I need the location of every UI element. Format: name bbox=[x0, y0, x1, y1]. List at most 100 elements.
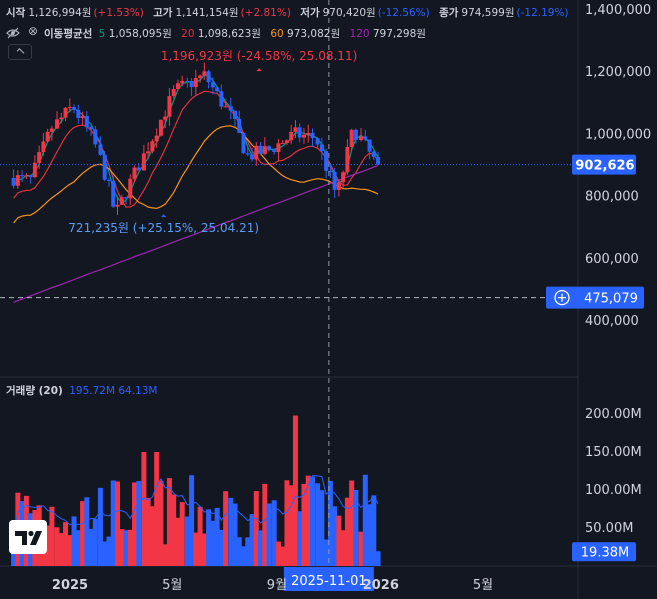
time-tick-label: 5월 bbox=[473, 578, 493, 593]
volume-bar bbox=[49, 506, 55, 566]
candle-body bbox=[67, 107, 72, 109]
volume-tick-label: 50.00M bbox=[585, 521, 633, 536]
candle-body bbox=[319, 144, 324, 152]
volume-bar bbox=[258, 530, 264, 566]
candlesticks bbox=[11, 62, 381, 215]
ma-label: 이동평균선 bbox=[44, 28, 93, 40]
candle-body bbox=[171, 89, 176, 97]
candle-body bbox=[198, 75, 203, 79]
candle-body bbox=[367, 139, 372, 152]
candle-body bbox=[341, 172, 346, 183]
annotation-low: 721,235원 (+25.15%, 25.04.21) bbox=[68, 221, 259, 235]
volume-bar bbox=[275, 541, 281, 566]
volume-bar bbox=[284, 480, 290, 566]
volume-bar bbox=[197, 506, 203, 566]
close-value: 974,599원 bbox=[461, 7, 515, 19]
open-label: 시작 bbox=[6, 7, 26, 19]
ma5-value: 1,058,095원 bbox=[108, 28, 172, 40]
candle-body bbox=[63, 107, 68, 118]
candle-body bbox=[72, 107, 77, 110]
axes: 400,000 600,000 800,000 1,000,000 1,200,000 1… bbox=[52, 3, 651, 593]
volume-bar bbox=[323, 539, 329, 566]
volume-bar bbox=[223, 491, 229, 566]
candle-body bbox=[163, 116, 168, 120]
candle-body bbox=[210, 82, 215, 88]
price-tick-label: 1,400,000 bbox=[585, 3, 651, 18]
candle-body bbox=[28, 175, 33, 178]
volume-bar bbox=[340, 530, 346, 566]
ma120-line bbox=[13, 164, 379, 303]
candle-body bbox=[128, 178, 133, 199]
candle-body bbox=[359, 136, 364, 140]
volume-bar bbox=[154, 452, 160, 566]
candle-body bbox=[228, 106, 233, 111]
candle-body bbox=[202, 71, 207, 76]
volume-bar bbox=[54, 527, 60, 566]
collapse-button[interactable] bbox=[8, 44, 32, 60]
volume-bar bbox=[67, 535, 73, 566]
ma20-value: 1,098,623원 bbox=[197, 28, 261, 40]
candle-body bbox=[336, 182, 341, 190]
candle-body bbox=[258, 145, 263, 154]
volume-bar bbox=[75, 530, 81, 566]
volume-bar bbox=[127, 529, 133, 566]
ma60-period: 60 bbox=[270, 28, 284, 40]
candle-body bbox=[102, 154, 107, 180]
volume-bar bbox=[301, 483, 307, 566]
annotation-low-marker bbox=[161, 214, 167, 218]
open-value: 1,126,994원 bbox=[28, 7, 92, 19]
crosshair-date-label: 2025-11-01 bbox=[291, 574, 367, 589]
volume-tick-label: 150.00M bbox=[585, 445, 642, 460]
candle-body bbox=[233, 110, 238, 119]
volume-ma-line bbox=[13, 474, 379, 532]
candle-body bbox=[306, 132, 311, 135]
candle-body bbox=[324, 151, 329, 171]
price-tick-label: 400,000 bbox=[585, 314, 639, 329]
volume-bar bbox=[262, 483, 268, 566]
volume-bar bbox=[158, 480, 164, 566]
volume-bar bbox=[166, 478, 172, 566]
candle-body bbox=[301, 134, 306, 138]
open-change: (+1.53%) bbox=[93, 7, 144, 19]
candle-body bbox=[219, 91, 224, 107]
candle-body bbox=[245, 153, 250, 155]
candle-body bbox=[189, 80, 194, 88]
volume-bar bbox=[349, 480, 355, 566]
candle-body bbox=[11, 177, 16, 186]
volume-bar bbox=[136, 481, 142, 566]
candle-body bbox=[175, 83, 180, 90]
volume-bar bbox=[375, 551, 381, 566]
candle-body bbox=[345, 146, 350, 173]
volume-bar bbox=[367, 504, 373, 566]
eye-icon[interactable] bbox=[6, 26, 20, 40]
candle-body bbox=[250, 154, 255, 160]
volume-bar bbox=[189, 475, 195, 566]
volume-bar bbox=[162, 544, 168, 566]
candle-body bbox=[193, 78, 198, 88]
ma120-period: 120 bbox=[349, 28, 370, 40]
ohlc-header: 시작 1,126,994원 (+1.53%) 고가 1,141,154원 (+2.81%… bbox=[6, 5, 575, 20]
volume-label: 거래량 (20) bbox=[6, 385, 63, 397]
volume-bar bbox=[336, 515, 342, 566]
horizontal-line-tag bbox=[546, 286, 644, 309]
candle-body bbox=[41, 141, 46, 153]
current-volume-label: 19.38M bbox=[581, 545, 629, 560]
candle-body bbox=[267, 146, 272, 150]
volume-bar bbox=[327, 480, 333, 566]
volume-tick-label: 200.00M bbox=[585, 407, 642, 422]
volume-bar bbox=[145, 497, 151, 566]
close-icon[interactable]: ⊗ bbox=[28, 24, 39, 38]
candle-body bbox=[371, 151, 376, 157]
candle-body bbox=[111, 180, 116, 207]
overlay-layer: 902,626 475,079 19.38M 1,196,923원 (-24.58%,… bbox=[0, 0, 644, 591]
volume-header: 거래량 (20) 195.72M 64.13M bbox=[6, 383, 157, 398]
volume-bar bbox=[201, 533, 207, 566]
volume-bar bbox=[241, 546, 247, 566]
close-label: 종가 bbox=[439, 7, 459, 19]
time-tick-label: 5월 bbox=[162, 578, 182, 593]
ma60-value: 973,082원 bbox=[287, 28, 341, 40]
candle-body bbox=[15, 175, 20, 186]
volume-bar bbox=[45, 525, 51, 566]
price-tick-label: 1,000,000 bbox=[585, 127, 651, 142]
